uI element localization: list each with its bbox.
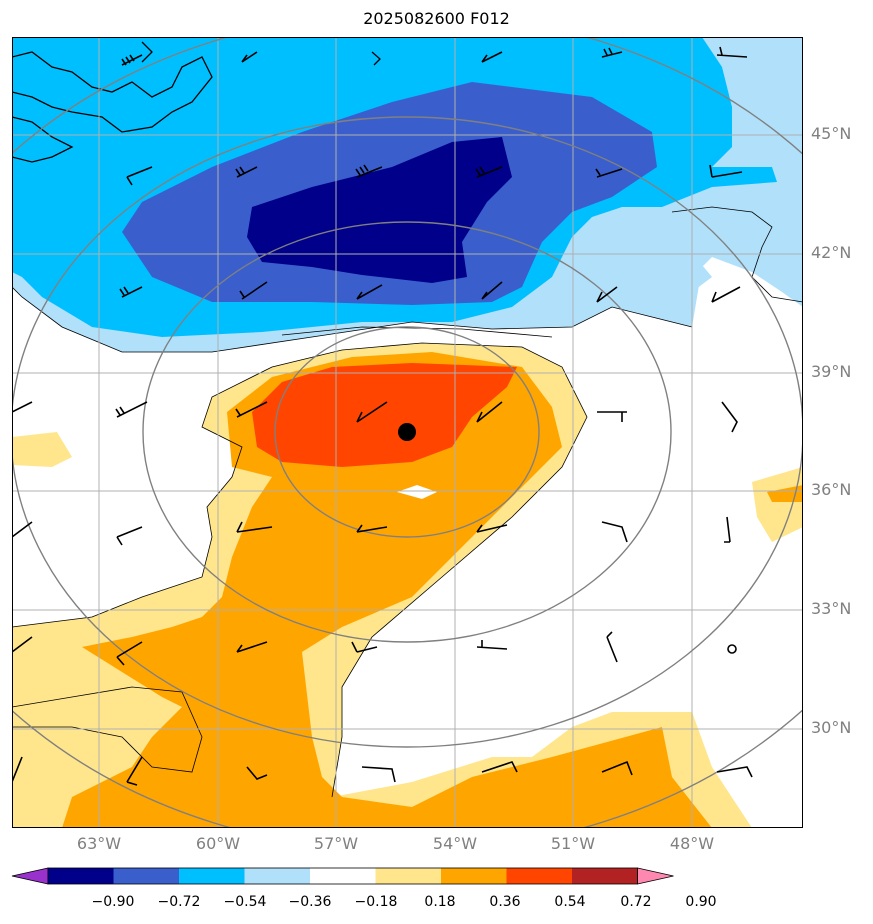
contour-hole-white	[397, 485, 437, 499]
colorbar-tick: −0.72	[157, 894, 201, 910]
map-title: 2025082600 F012	[363, 9, 510, 28]
contour-fill-dark-blue	[247, 137, 512, 283]
colorbar-tick: 0.18	[424, 894, 456, 910]
contour-fill-orange	[62, 352, 712, 828]
range-rings	[12, 37, 803, 828]
lat-label-33: 33°N	[811, 599, 852, 618]
colorbar-segment	[572, 868, 638, 884]
colorbar-extend-high	[637, 867, 674, 885]
colorbar-segment	[441, 868, 507, 884]
colorbar-segment	[179, 868, 245, 884]
colorbar-tick: 0.90	[685, 894, 717, 910]
lat-label-39: 39°N	[811, 362, 852, 381]
lon-label-60w: 60°W	[195, 834, 241, 853]
colorbar-extend-low	[11, 867, 49, 885]
colorbar-segment	[244, 868, 311, 884]
lon-label-48w: 48°W	[669, 834, 715, 853]
storm-center-marker	[398, 423, 416, 441]
lon-label-63w: 63°W	[76, 834, 122, 853]
colorbar-tick: −0.54	[223, 894, 267, 910]
contour-fill-light-yellow-left-blob	[12, 432, 72, 467]
lat-label-30: 30°N	[811, 718, 852, 737]
colorbar-segment	[48, 868, 114, 884]
colorbar-segment	[310, 868, 376, 884]
lon-label-57w: 57°W	[313, 834, 359, 853]
colorbar-tick: 0.36	[489, 894, 521, 910]
colorbar-segment	[113, 868, 180, 884]
lon-label-54w: 54°W	[432, 834, 478, 853]
lat-label-45: 45°N	[811, 124, 852, 143]
colorbar-segment	[375, 868, 442, 884]
lon-label-51w: 51°W	[550, 834, 596, 853]
colorbar-tick: 0.72	[620, 894, 652, 910]
colorbar-tick: 0.54	[554, 894, 586, 910]
map-panel	[12, 37, 803, 828]
contour-fill-light-blue-patch	[652, 265, 712, 292]
colorbar	[11, 867, 674, 885]
colorbar-segment	[506, 868, 573, 884]
lat-label-36: 36°N	[811, 480, 852, 499]
colorbar-tick: −0.36	[288, 894, 332, 910]
colorbar-tick: −0.90	[91, 894, 135, 910]
graticule	[12, 37, 803, 828]
contour-fill-light-yellow-right-blob	[752, 467, 803, 542]
lat-label-42: 42°N	[811, 243, 852, 262]
contour-fill-orange-red	[252, 363, 517, 467]
colorbar-tick: −0.18	[354, 894, 398, 910]
wind-barbs	[12, 46, 753, 786]
